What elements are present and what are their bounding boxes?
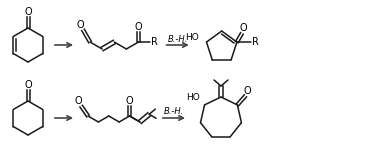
Text: O: O — [24, 7, 32, 17]
Text: B.-H.: B.-H. — [167, 35, 188, 44]
Text: B.-H.: B.-H. — [164, 108, 184, 117]
Text: HO: HO — [186, 93, 200, 102]
Text: O: O — [135, 22, 142, 32]
Text: O: O — [24, 80, 32, 90]
Text: O: O — [239, 23, 247, 33]
Text: R: R — [151, 37, 158, 47]
Text: R: R — [253, 37, 259, 47]
Text: HO: HO — [185, 33, 198, 42]
Text: O: O — [74, 96, 82, 106]
Text: O: O — [243, 86, 251, 96]
Text: O: O — [76, 20, 84, 30]
Text: O: O — [126, 96, 133, 106]
